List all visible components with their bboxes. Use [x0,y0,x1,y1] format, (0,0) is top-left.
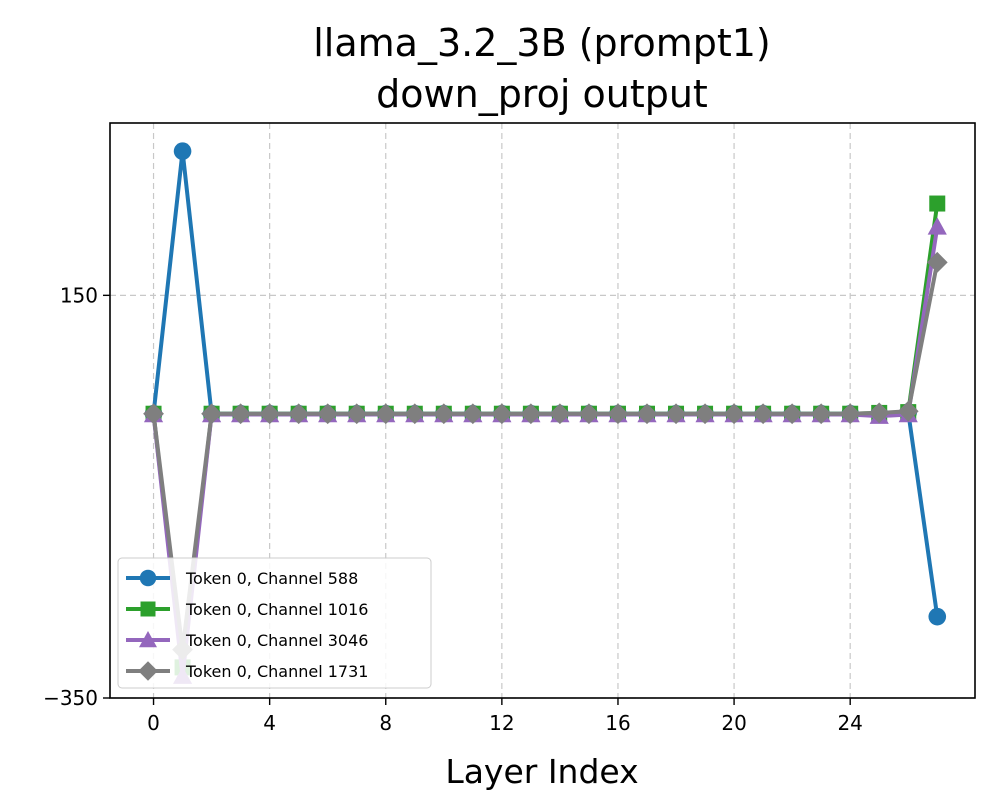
data-point [173,142,192,160]
y-tick-label: 150 [60,283,98,307]
data-point [928,607,947,626]
legend-label: Token 0, Channel 588 [185,569,358,588]
data-point [259,403,281,425]
data-point [868,402,890,424]
legend-marker [140,601,156,617]
plot-frame [109,122,976,699]
y-tick-label: −350 [43,686,98,710]
legend-marker [139,631,157,648]
legend-item: Token 0, Channel 3046 [126,631,368,650]
data-point [926,251,948,273]
data-point [927,217,947,235]
x-axis-label: Layer Index [445,752,638,791]
data-point [143,403,164,425]
data-point [491,403,513,425]
legend-label: Token 0, Channel 1016 [185,600,368,619]
data-point [375,403,397,425]
series-layer [143,142,948,684]
data-point [201,403,222,425]
data-point [694,403,716,425]
data-point [929,195,946,212]
data-point [520,403,542,425]
legend-item: Token 0, Channel 1016 [126,600,368,619]
chart-title: llama_3.2_3B (prompt1) [313,21,770,65]
data-point [781,403,803,425]
data-point [636,403,658,425]
legend-label: Token 0, Channel 1731 [185,662,368,681]
legend-label: Token 0, Channel 3046 [185,631,368,650]
data-point [317,403,339,425]
series-line [151,149,940,617]
x-tick-label: 16 [605,711,630,735]
data-point [404,403,426,425]
legend-marker [139,569,157,587]
series-1 [144,142,947,626]
data-point [839,403,861,425]
data-point [723,403,745,425]
x-tick-label: 20 [721,711,746,735]
x-tick-label: 24 [837,711,862,735]
data-point [752,403,774,425]
data-point [607,403,629,425]
series-4 [143,251,948,661]
x-tick-label: 12 [489,711,514,735]
data-point [346,403,368,425]
data-point [578,403,600,425]
chart-subtitle: down_proj output [376,72,708,116]
axis-ticks: 0 4 8 12 16 20 24 150 −350 [43,283,863,735]
data-point [462,403,484,425]
data-point [897,400,919,422]
legend-item: Token 0, Channel 588 [126,569,358,588]
data-point [810,403,832,425]
data-point [230,403,252,425]
data-point [288,403,310,425]
legend-marker [138,661,158,681]
x-tick-label: 8 [379,711,392,735]
x-tick-label: 0 [147,711,160,735]
data-point [665,403,687,425]
data-point [433,403,455,425]
series-line [151,261,940,652]
legend: Token 0, Channel 588 Token 0, Channel 101… [117,557,432,689]
x-tick-label: 4 [263,711,276,735]
legend-item: Token 0, Channel 1731 [126,661,368,681]
legend-box [117,557,432,689]
data-point [549,403,571,425]
